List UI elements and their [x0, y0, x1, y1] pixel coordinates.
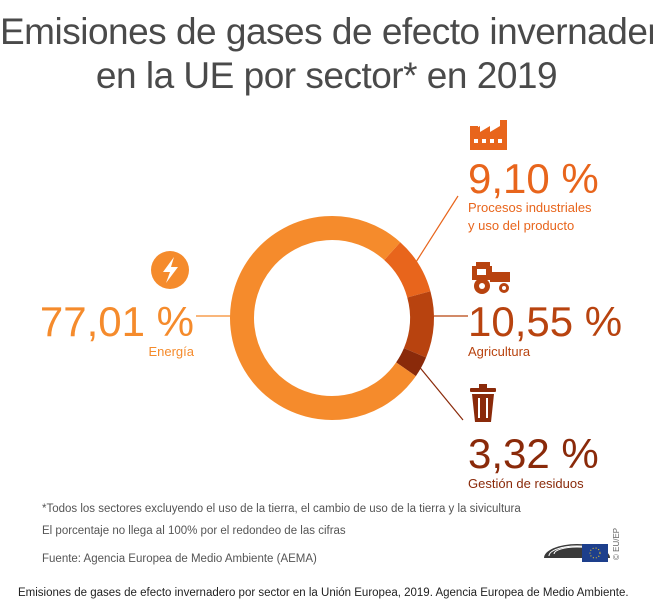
rounding-note: El porcentaje no llega al 100% por el re… — [42, 525, 346, 537]
slice-industriales — [383, 242, 431, 298]
source-text: Fuente: Agencia Europea de Medio Ambient… — [42, 553, 317, 565]
copyright-label: © EU/EP — [612, 527, 621, 560]
donut-chart: 77,01 % Energía 9,10 % Procesos industri… — [40, 120, 622, 562]
chart-title-line-1: Emisiones de gases de efecto invernadero — [0, 11, 653, 52]
slice-agricultura — [403, 291, 434, 358]
tractor-icon — [472, 262, 510, 294]
chart-title-line-2: en la UE por sector* en 2019 — [95, 55, 558, 96]
donut-slices — [230, 216, 434, 420]
industriales-label-line-1: Procesos industriales — [468, 200, 592, 215]
industriales-label-line-2: y uso del producto — [468, 218, 574, 233]
slice-energia — [230, 216, 416, 420]
slice-residuos — [395, 347, 427, 377]
lightning-icon — [151, 251, 189, 289]
image-caption: Emisiones de gases de efecto invernadero… — [18, 587, 629, 599]
industriales-value: 9,10 % — [468, 155, 599, 202]
factory-icon — [470, 120, 507, 150]
residuos-label: Gestión de residuos — [468, 476, 584, 491]
residuos-value: 3,32 % — [468, 430, 599, 477]
leader-line-industriales — [415, 195, 459, 263]
agricultura-label: Agricultura — [468, 344, 531, 359]
energia-value: 77,01 % — [40, 298, 194, 345]
european-parliament-logo-icon — [544, 544, 610, 562]
chart-title: Emisiones de gases de efecto invernadero… — [0, 10, 653, 98]
energia-label: Energía — [148, 344, 194, 359]
trash-bin-icon — [470, 384, 496, 422]
footnote-text: *Todos los sectores excluyendo el uso de… — [42, 503, 521, 515]
leader-line-residuos — [416, 363, 464, 421]
agricultura-value: 10,55 % — [468, 298, 622, 345]
